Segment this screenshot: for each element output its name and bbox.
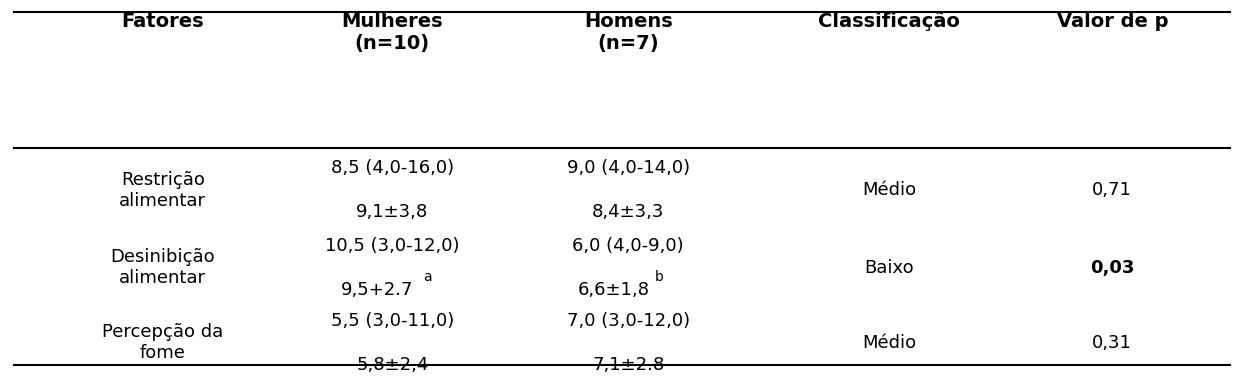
Text: 9,5+2.7: 9,5+2.7 [341, 280, 414, 299]
Text: Desinibição
alimentar: Desinibição alimentar [111, 248, 215, 287]
Text: 0,03: 0,03 [1090, 259, 1135, 277]
Text: Médio: Médio [862, 334, 916, 352]
Text: 9,0 (4,0-14,0): 9,0 (4,0-14,0) [567, 159, 689, 177]
Text: 7,0 (3,0-12,0): 7,0 (3,0-12,0) [567, 312, 689, 330]
Text: Fatores: Fatores [122, 12, 204, 32]
Text: 8,5 (4,0-16,0): 8,5 (4,0-16,0) [331, 159, 454, 177]
Text: 8,4±3,3: 8,4±3,3 [592, 203, 664, 221]
Text: 0,71: 0,71 [1092, 182, 1132, 199]
Text: 5,5 (3,0-11,0): 5,5 (3,0-11,0) [331, 312, 454, 330]
Text: Restrição
alimentar: Restrição alimentar [119, 171, 207, 210]
Text: 5,8±2,4: 5,8±2,4 [356, 356, 429, 374]
Text: 0,31: 0,31 [1092, 334, 1132, 352]
Text: Médio: Médio [862, 182, 916, 199]
Text: 7,1±2.8: 7,1±2.8 [592, 356, 664, 374]
Text: 6,0 (4,0-9,0): 6,0 (4,0-9,0) [572, 237, 684, 255]
Text: Percepção da
fome: Percepção da fome [102, 323, 224, 362]
Text: a: a [423, 270, 432, 284]
Text: b: b [654, 270, 664, 284]
Text: Mulheres
(n=10): Mulheres (n=10) [342, 12, 443, 53]
Text: Valor de p: Valor de p [1056, 12, 1168, 32]
Text: 10,5 (3,0-12,0): 10,5 (3,0-12,0) [325, 237, 459, 255]
Text: Baixo: Baixo [865, 259, 913, 277]
Text: 9,1±3,8: 9,1±3,8 [356, 203, 428, 221]
Text: 6,6±1,8: 6,6±1,8 [577, 280, 649, 299]
Text: Classificação: Classificação [817, 12, 960, 32]
Text: Homens
(n=7): Homens (n=7) [583, 12, 673, 53]
